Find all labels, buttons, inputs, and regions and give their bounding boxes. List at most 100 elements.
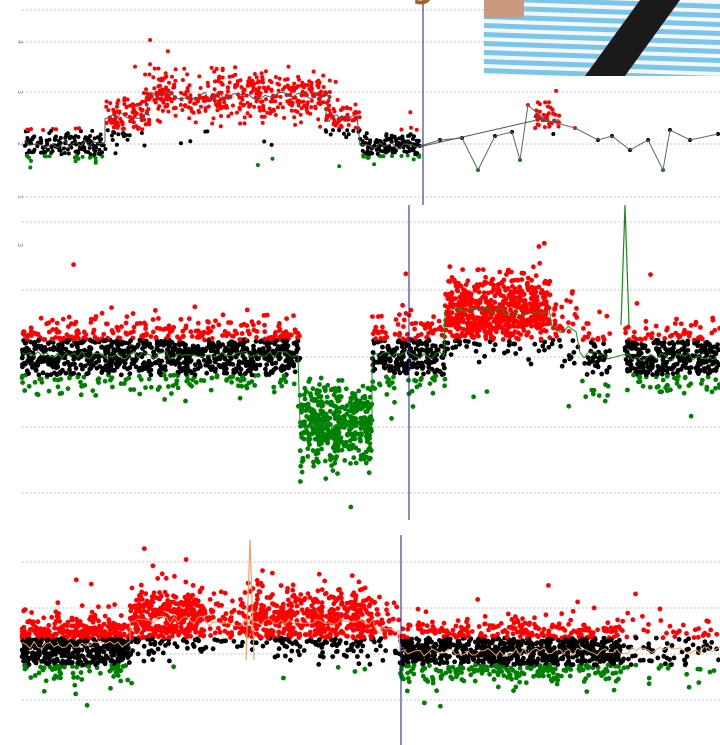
point — [380, 325, 385, 330]
point — [149, 614, 154, 619]
point — [298, 393, 303, 398]
point — [110, 134, 114, 138]
point — [664, 360, 669, 365]
point — [493, 342, 498, 347]
point — [536, 100, 540, 104]
point — [344, 386, 349, 391]
point — [199, 105, 203, 109]
point — [645, 364, 650, 369]
point — [210, 122, 214, 126]
point — [337, 394, 342, 399]
point — [557, 338, 562, 343]
point — [501, 299, 506, 304]
point — [679, 321, 684, 326]
point — [571, 350, 576, 355]
point — [673, 321, 678, 326]
point — [149, 626, 154, 631]
point — [37, 632, 42, 637]
point — [504, 333, 509, 338]
point — [332, 433, 337, 438]
point — [700, 350, 705, 355]
point — [144, 87, 148, 91]
point — [357, 110, 361, 114]
point — [655, 385, 660, 390]
point — [509, 279, 514, 284]
point — [374, 140, 378, 144]
point — [39, 316, 44, 321]
point — [269, 369, 274, 374]
point — [394, 317, 399, 322]
point — [497, 270, 502, 275]
point — [33, 673, 38, 678]
point — [415, 385, 420, 390]
point — [329, 133, 333, 137]
point — [365, 437, 370, 442]
point — [155, 91, 159, 95]
point — [91, 331, 96, 336]
point — [92, 630, 97, 635]
point — [334, 80, 338, 84]
point — [510, 284, 515, 289]
point — [412, 378, 417, 383]
point — [104, 654, 109, 659]
point — [476, 267, 481, 272]
point — [413, 152, 417, 156]
point — [400, 137, 404, 141]
point — [292, 341, 297, 346]
point — [27, 156, 31, 160]
point — [53, 335, 58, 340]
point — [686, 331, 691, 336]
point — [111, 646, 116, 651]
point — [252, 82, 256, 86]
point — [90, 610, 95, 615]
point — [704, 387, 709, 392]
point — [542, 241, 547, 246]
point — [332, 121, 336, 125]
point — [53, 674, 58, 679]
point — [133, 358, 138, 363]
point — [97, 635, 102, 640]
point — [710, 316, 715, 321]
point — [473, 317, 478, 322]
point — [34, 625, 39, 630]
point — [466, 290, 471, 295]
point — [680, 358, 685, 363]
point — [607, 331, 612, 336]
point — [326, 429, 331, 434]
point — [196, 321, 201, 326]
point — [202, 330, 207, 335]
point — [94, 161, 98, 165]
point — [665, 374, 670, 379]
point — [175, 378, 180, 383]
point — [351, 455, 356, 460]
point — [67, 315, 72, 320]
point — [184, 379, 189, 384]
point — [127, 365, 132, 370]
point — [566, 404, 571, 409]
point — [547, 125, 551, 129]
point — [118, 360, 123, 365]
point — [64, 340, 69, 345]
point — [183, 344, 188, 349]
point — [87, 345, 92, 350]
point — [171, 325, 176, 330]
point — [228, 75, 232, 79]
point — [682, 344, 687, 349]
point — [383, 330, 388, 335]
point — [30, 137, 34, 141]
point — [482, 290, 487, 295]
point — [300, 470, 305, 475]
point — [304, 389, 309, 394]
point — [127, 660, 132, 665]
point — [106, 604, 111, 609]
point — [543, 100, 547, 104]
point — [516, 300, 521, 305]
point — [257, 105, 261, 109]
point — [107, 620, 112, 625]
point — [27, 662, 32, 667]
point — [692, 341, 697, 346]
point — [522, 292, 527, 297]
point — [243, 121, 247, 125]
point — [404, 311, 409, 316]
point — [337, 410, 342, 415]
